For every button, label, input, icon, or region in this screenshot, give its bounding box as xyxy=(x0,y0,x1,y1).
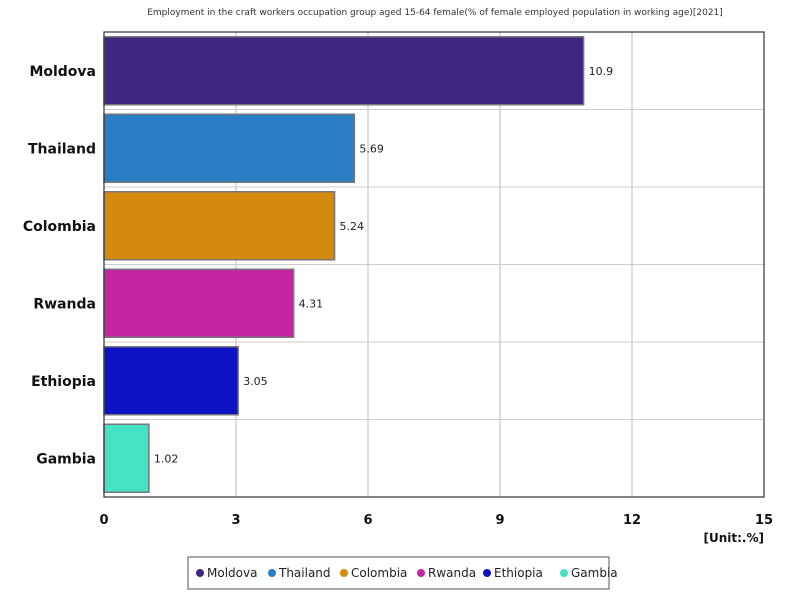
value-label-rwanda: 4.31 xyxy=(299,297,324,310)
legend-marker-ethiopia xyxy=(483,569,491,577)
bar-moldova xyxy=(103,36,585,106)
category-label-rwanda: Rwanda xyxy=(33,296,96,312)
value-labels: 10.9 5.69 5.24 4.31 3.05 1.02 xyxy=(154,65,613,466)
x-tick-label-0: 0 xyxy=(99,513,108,528)
x-tick-labels: 0 3 6 9 12 15 xyxy=(99,513,773,528)
bar-thailand xyxy=(103,113,356,183)
legend-box xyxy=(187,556,610,590)
category-label-gambia: Gambia xyxy=(36,451,96,467)
value-label-moldova: 10.9 xyxy=(589,65,614,78)
x-tick-label-3: 3 xyxy=(231,513,240,528)
legend-label-moldova: Moldova xyxy=(207,566,257,580)
legend-label-colombia: Colombia xyxy=(351,566,407,580)
legend-marker-rwanda xyxy=(417,569,425,577)
legend-marker-thailand xyxy=(268,569,276,577)
bar-gambia xyxy=(103,423,150,493)
category-label-colombia: Colombia xyxy=(23,219,96,235)
legend-label-ethiopia: Ethiopia xyxy=(494,566,543,580)
category-label-moldova: Moldova xyxy=(29,64,96,80)
plot-frame xyxy=(103,31,765,498)
bar-colombia xyxy=(103,191,336,261)
legend-label-gambia: Gambia xyxy=(571,566,618,580)
value-label-ethiopia: 3.05 xyxy=(243,375,268,388)
legend-marker-colombia xyxy=(340,569,348,577)
value-label-thailand: 5.69 xyxy=(359,142,384,155)
legend-marker-moldova xyxy=(196,569,204,577)
value-label-colombia: 5.24 xyxy=(340,220,365,233)
unit-label: [Unit:.%] xyxy=(704,531,765,545)
legend-label-thailand: Thailand xyxy=(278,566,331,580)
x-tick-label-9: 9 xyxy=(495,513,504,528)
category-label-thailand: Thailand xyxy=(28,141,96,157)
legend-marker-gambia xyxy=(560,569,568,577)
chart-title: Employment in the craft workers occupati… xyxy=(147,8,723,18)
category-label-ethiopia: Ethiopia xyxy=(31,374,96,390)
bar-ethiopia xyxy=(103,346,239,416)
x-tick-label-6: 6 xyxy=(363,513,372,528)
x-tick-label-12: 12 xyxy=(623,513,641,528)
bar-rwanda xyxy=(103,268,295,338)
category-labels: Moldova Thailand Colombia Rwanda Ethiopia Gam… xyxy=(23,64,96,468)
bars xyxy=(103,36,585,493)
value-label-gambia: 1.02 xyxy=(154,452,179,465)
x-tick-label-15: 15 xyxy=(755,513,773,528)
legend-label-rwanda: Rwanda xyxy=(428,566,476,580)
grid-lines xyxy=(104,32,764,497)
legend: Moldova Thailand Colombia Rwanda Ethiopia Gam… xyxy=(187,556,618,590)
